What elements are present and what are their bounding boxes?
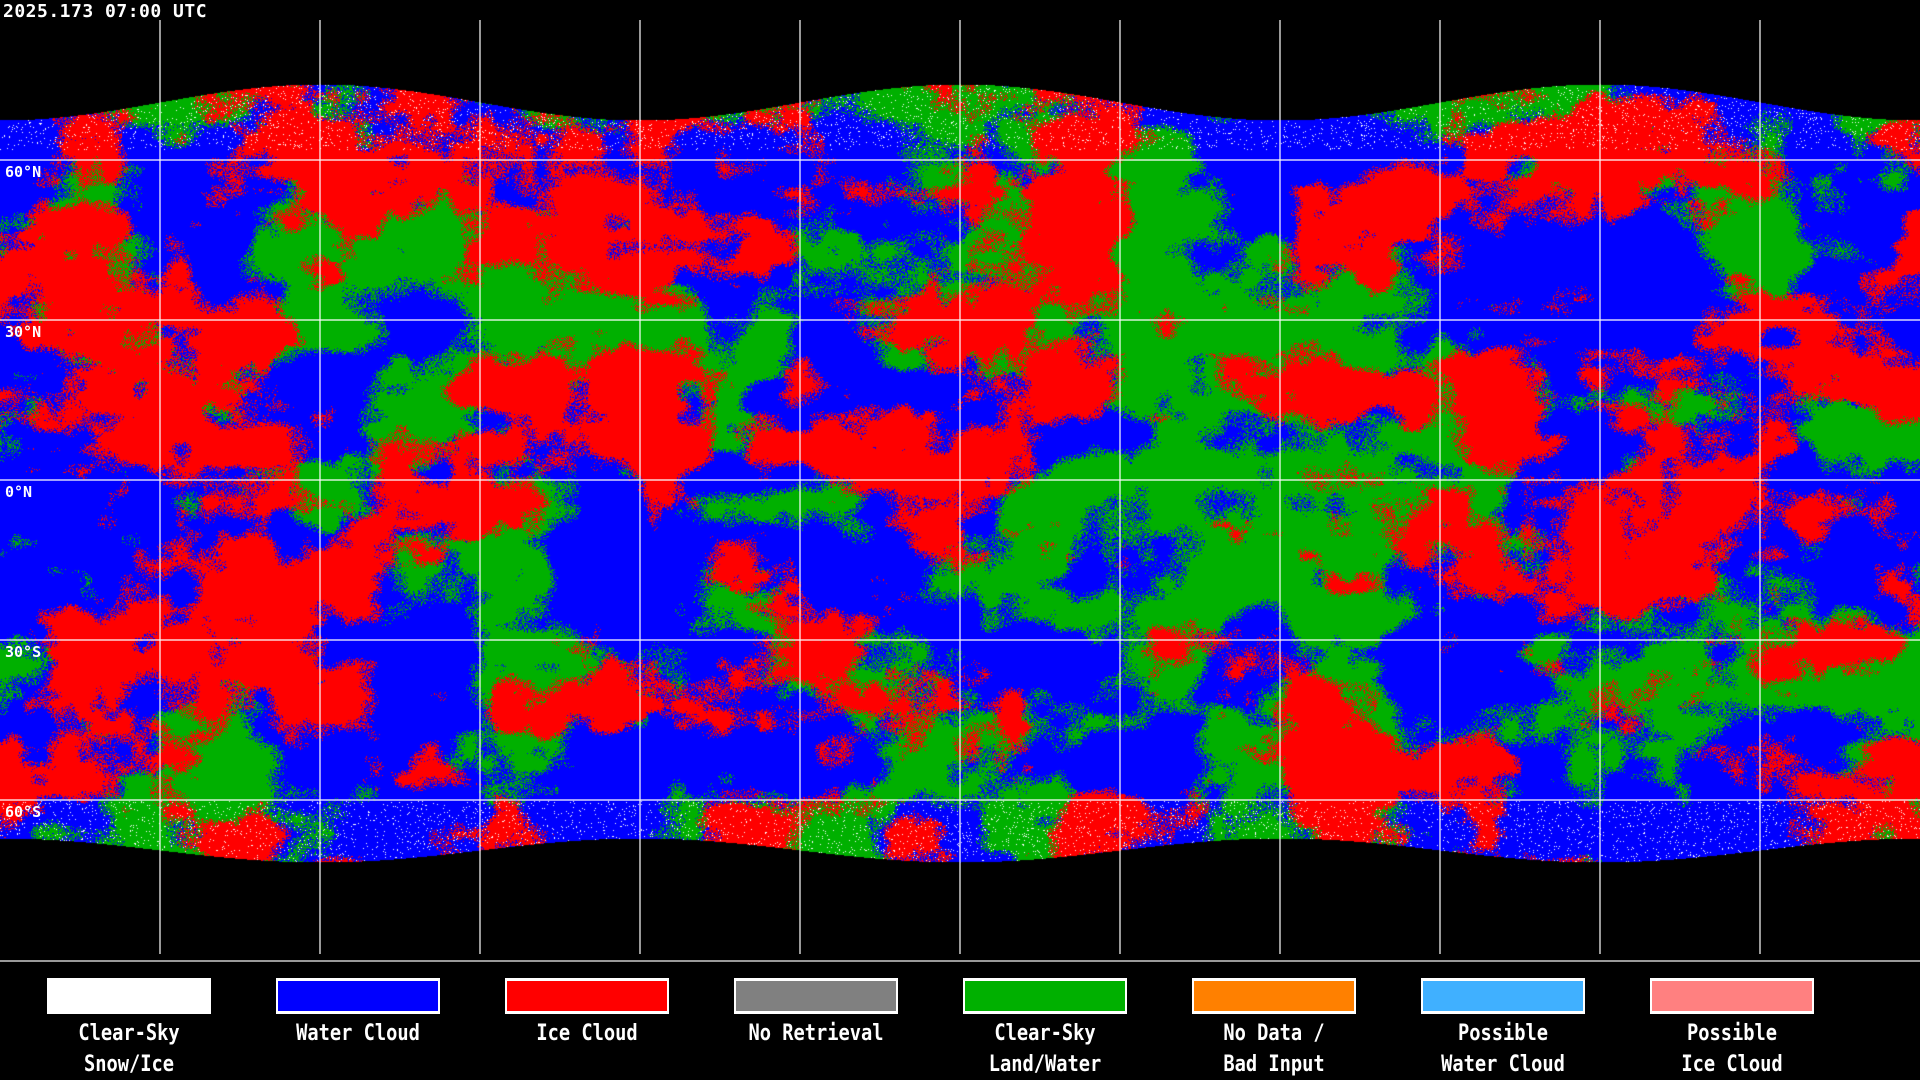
legend-label: Ice Cloud [536, 1021, 637, 1046]
legend-item-water-cloud: Water Cloud [276, 978, 440, 1049]
lat-label-30s: 30°S [5, 643, 41, 661]
legend-label: Clear-Sky [994, 1021, 1095, 1046]
lat-label-0: 0°N [5, 483, 32, 501]
lat-label-60s: 60°S [5, 803, 41, 821]
legend-swatch [47, 978, 211, 1014]
timestamp-title: 2025.173 07:00 UTC [3, 1, 207, 22]
legend-swatch [1650, 978, 1814, 1014]
legend-label: Clear-Sky [78, 1021, 179, 1046]
legend-label: No Retrieval [748, 1021, 883, 1046]
legend-label: Bad Input [1223, 1052, 1324, 1077]
lat-label-60n: 60°N [5, 163, 41, 181]
legend-swatch [963, 978, 1127, 1014]
legend-item-no-data: No Data / Bad Input [1192, 978, 1356, 1080]
legend-label: Ice Cloud [1681, 1052, 1782, 1077]
legend-item-possible-water-cloud: Possible Water Cloud [1421, 978, 1585, 1080]
legend-label: Water Cloud [1441, 1052, 1565, 1077]
legend-swatch [1421, 978, 1585, 1014]
legend-item-clear-sky-snow-ice: Clear-Sky Snow/Ice [47, 978, 211, 1080]
legend-swatch [505, 978, 669, 1014]
legend-item-ice-cloud: Ice Cloud [505, 978, 669, 1049]
legend-label: Snow/Ice [84, 1052, 174, 1077]
lat-label-30n: 30°N [5, 323, 41, 341]
legend-label: No Data / [1223, 1021, 1324, 1046]
legend-item-clear-sky-land-water: Clear-Sky Land/Water [963, 978, 1127, 1080]
legend-label: Possible [1687, 1021, 1777, 1046]
legend-item-possible-ice-cloud: Possible Ice Cloud [1650, 978, 1814, 1080]
legend: Clear-Sky Snow/Ice Water Cloud Ice Cloud … [0, 962, 1920, 1080]
legend-label: Land/Water [989, 1052, 1102, 1077]
cloud-phase-map: 2025.173 07:00 UTC 60°N 30°N 0°N 30°S 60… [0, 0, 1920, 960]
legend-swatch [276, 978, 440, 1014]
legend-label: Possible [1458, 1021, 1548, 1046]
lat-lon-grid [0, 0, 1920, 960]
legend-swatch [1192, 978, 1356, 1014]
legend-item-no-retrieval: No Retrieval [734, 978, 898, 1049]
legend-label: Water Cloud [296, 1021, 420, 1046]
legend-swatch [734, 978, 898, 1014]
